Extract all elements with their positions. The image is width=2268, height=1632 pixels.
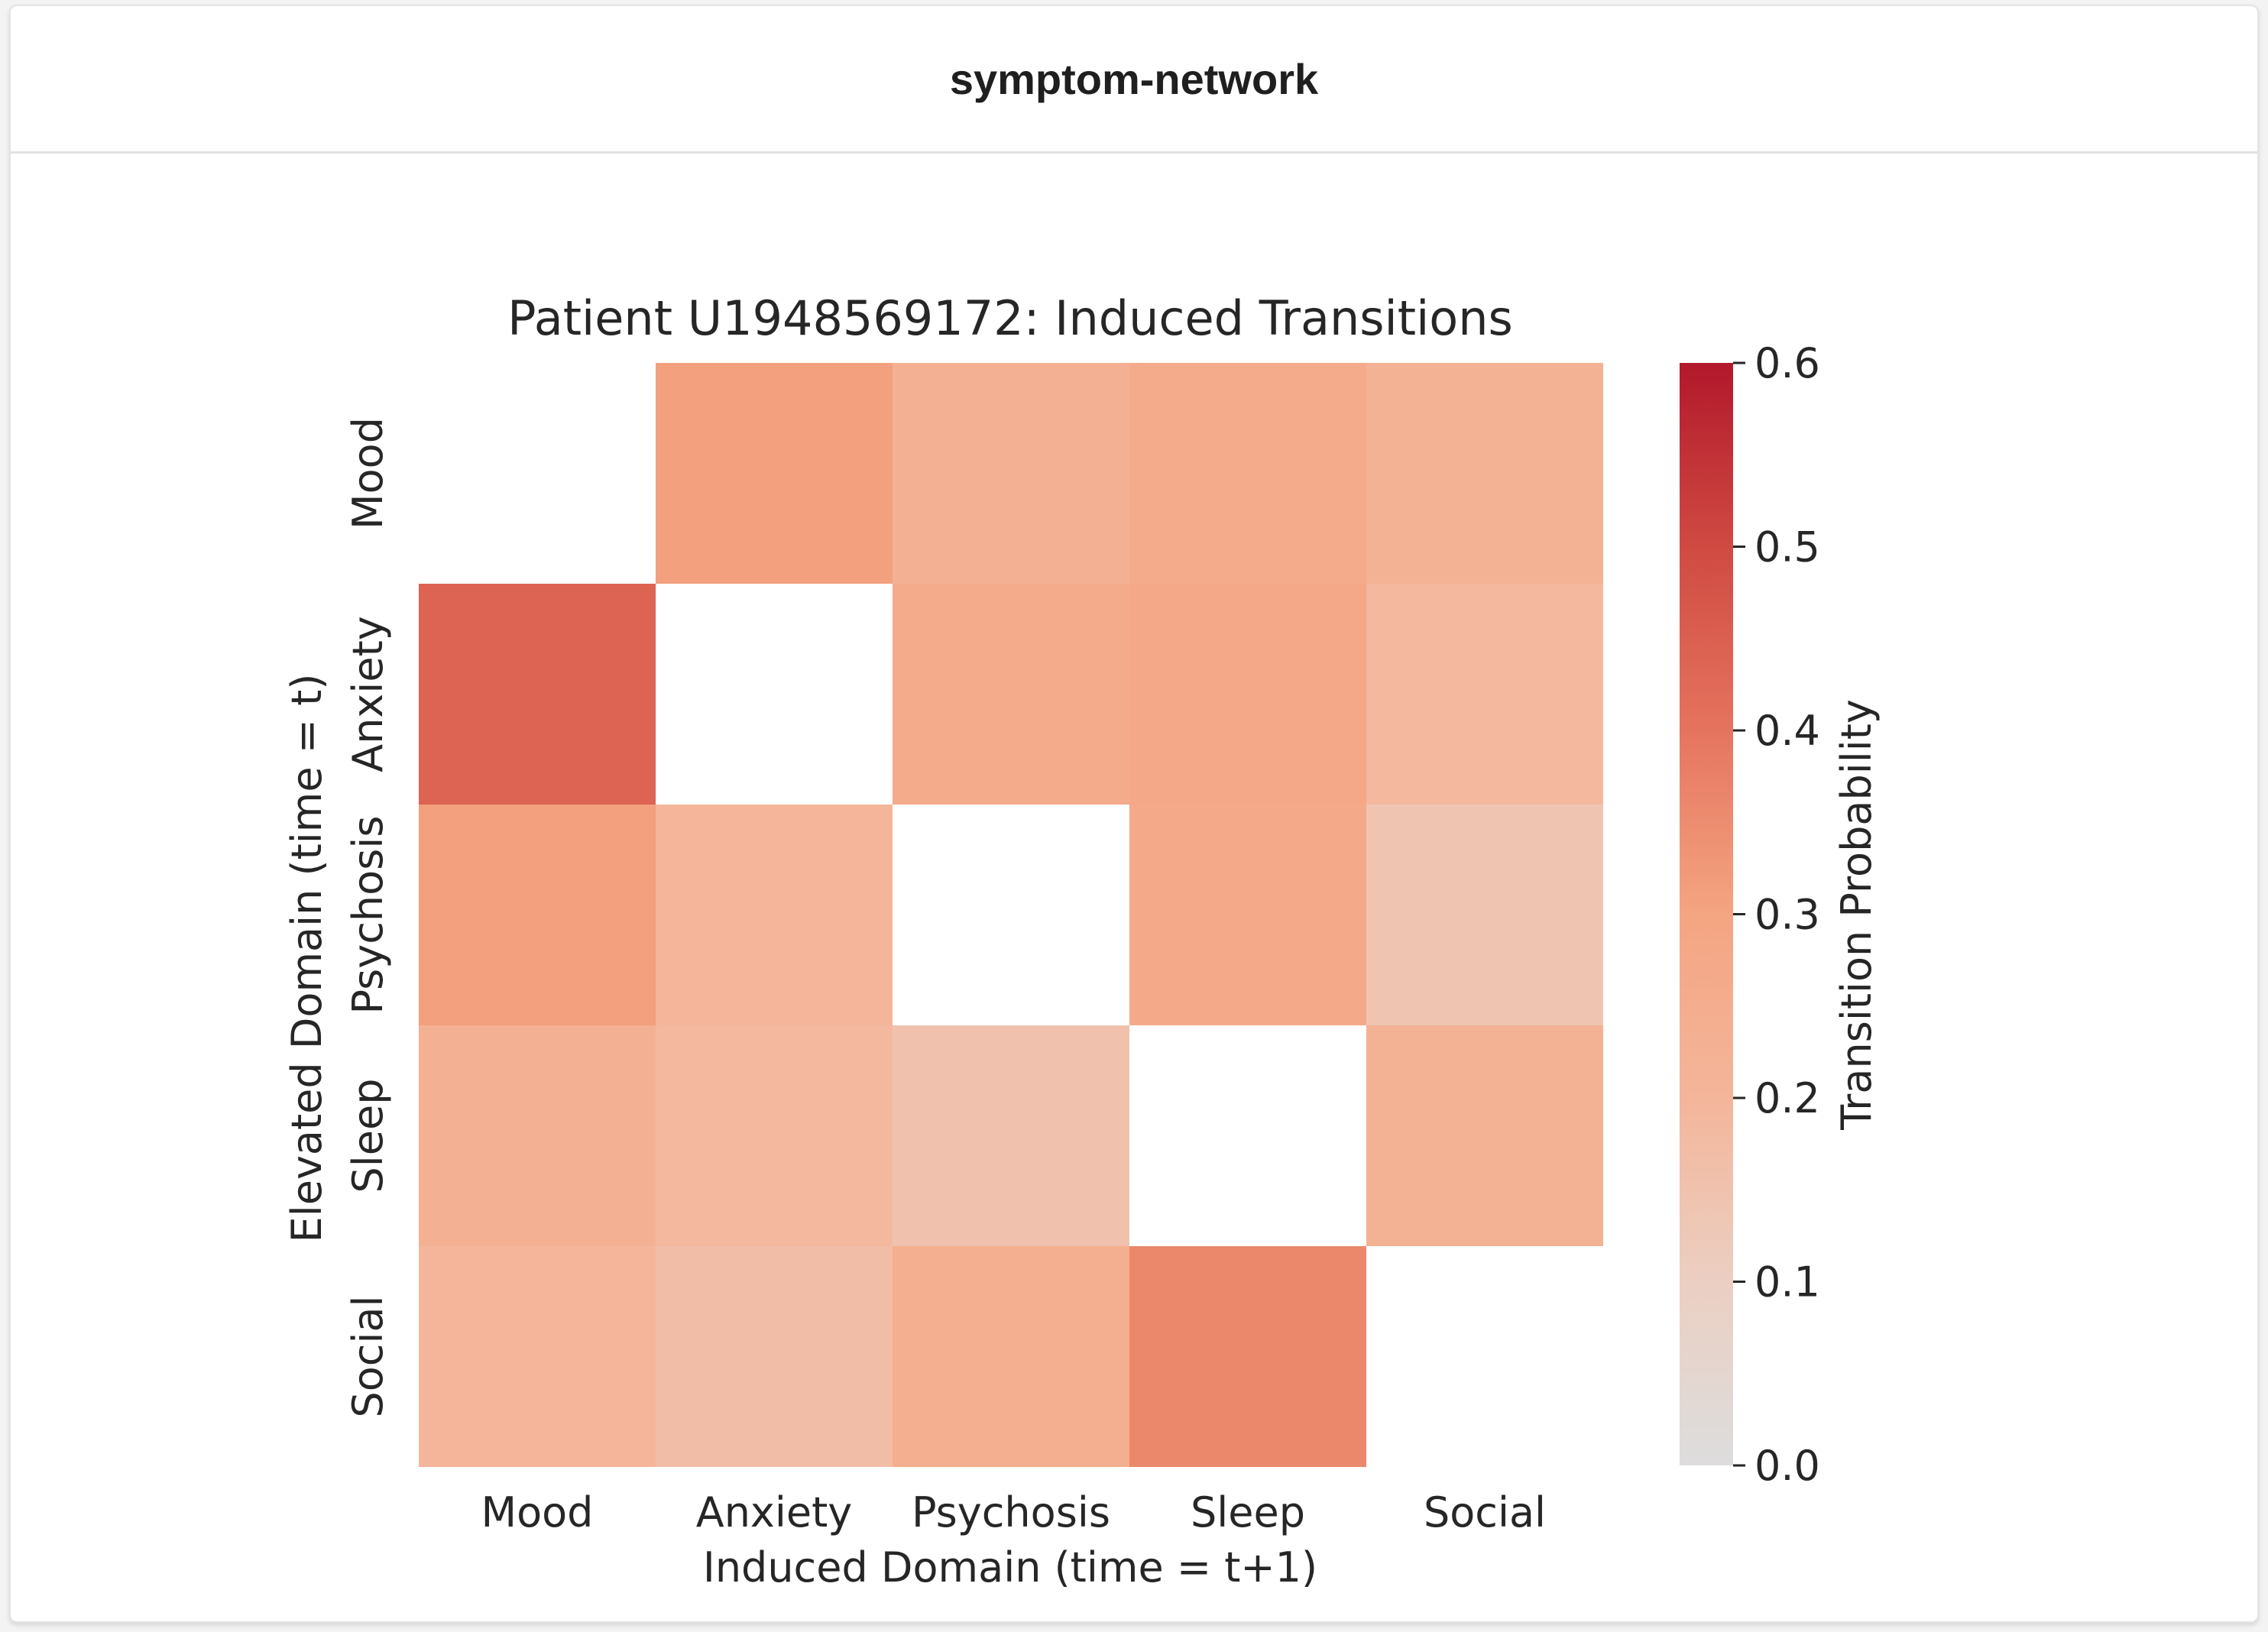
colorbar: 0.0 0.1 0.2 0.3 0.4 0.5 0.6 Transition Probabi… [1680, 339, 1881, 1490]
y-tick-label: Anxiety [344, 616, 392, 772]
colorbar-tick-label: 0.2 [1754, 1074, 1820, 1122]
heatmap-cell-anxiety-to-mood [419, 584, 656, 805]
colorbar-tick-label: 0.3 [1754, 891, 1820, 939]
y-tick-label: Mood [344, 417, 392, 529]
colorbar-tick-label: 0.4 [1754, 707, 1820, 755]
heatmap-cell-sleep-to-social [1366, 1025, 1603, 1246]
heatmap-cell-psychosis-to-sleep [1129, 805, 1366, 1025]
chart-title: Patient U1948569172: Induced Transitions [507, 290, 1513, 346]
colorbar-tick-label: 0.6 [1754, 339, 1820, 387]
heatmap-cell-psychosis-to-social [1366, 805, 1603, 1025]
colorbar-tick-label: 0.1 [1754, 1258, 1820, 1307]
card-header: symptom-network [11, 6, 2257, 154]
heatmap-cell-sleep-to-psychosis [893, 1025, 1129, 1246]
colorbar-tick-label: 0.5 [1754, 523, 1820, 572]
heatmap-cell-anxiety-to-psychosis [893, 584, 1129, 805]
heatmap-cell-mood-to-psychosis [893, 363, 1129, 584]
y-tick-labels: Mood Anxiety Psychosis Sleep Social [344, 417, 392, 1418]
heatmap-cell-social-to-sleep [1129, 1246, 1366, 1467]
heatmap-cell-mood-to-anxiety [656, 363, 893, 584]
heatmap-cell-social-to-psychosis [893, 1246, 1129, 1467]
x-tick-label: Mood [481, 1488, 594, 1536]
heatmap-cell-anxiety-to-social [1366, 584, 1603, 805]
y-tick-label: Sleep [344, 1078, 392, 1193]
x-tick-labels: Mood Anxiety Psychosis Sleep Social [481, 1488, 1547, 1536]
colorbar-gradient [1680, 363, 1733, 1465]
x-tick-label: Social [1424, 1488, 1546, 1536]
heatmap-cell-mood-to-sleep [1129, 363, 1366, 584]
y-axis-label: Elevated Domain (time = t) [283, 674, 331, 1243]
y-tick-label: Social [344, 1295, 392, 1417]
x-tick-label: Anxiety [696, 1488, 852, 1536]
heatmap-cell-mood-to-social [1366, 363, 1603, 584]
heatmap-cell-social-to-anxiety [656, 1246, 893, 1467]
heatmap-cell-sleep-to-anxiety [656, 1025, 893, 1246]
x-tick-label: Sleep [1191, 1488, 1305, 1536]
card-title: symptom-network [949, 54, 1319, 103]
colorbar-ticks: 0.0 0.1 0.2 0.3 0.4 0.5 0.6 [1733, 339, 1820, 1490]
x-tick-label: Psychosis [912, 1488, 1110, 1536]
heatmap-cell-sleep-to-mood [419, 1025, 656, 1246]
heatmap-cell-psychosis-to-anxiety [656, 805, 893, 1025]
heatmap-cell-social-to-mood [419, 1246, 656, 1467]
heatmap-cell-anxiety-to-sleep [1129, 584, 1366, 805]
heatmap-cells [419, 363, 1603, 1467]
colorbar-label: Transition Probability [1832, 699, 1881, 1131]
colorbar-tick-label: 0.0 [1754, 1442, 1820, 1490]
x-axis-label: Induced Domain (time = t+1) [703, 1543, 1317, 1592]
y-tick-label: Psychosis [344, 816, 392, 1015]
heatmap-cell-psychosis-to-mood [419, 805, 656, 1025]
